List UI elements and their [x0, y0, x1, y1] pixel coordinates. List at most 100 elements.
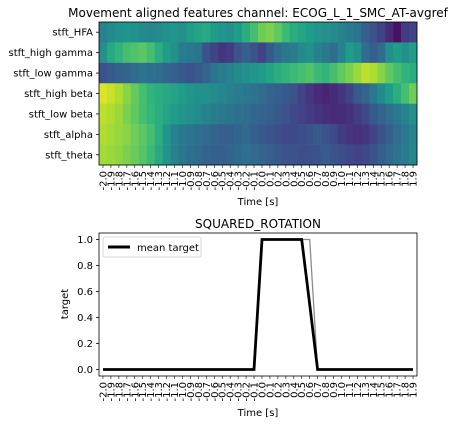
heatmap-cell: [345, 62, 354, 84]
heatmap-cell: [337, 103, 346, 125]
heatmap-cell: [313, 144, 322, 166]
line-xtick-label: 1.8: [401, 382, 412, 398]
heatmap-cell: [250, 22, 259, 43]
heatmap-cell: [154, 83, 163, 105]
heatmap-cell: [106, 42, 116, 64]
heatmap-xtick-label: 0.8: [321, 171, 332, 187]
heatmap-cell: [250, 144, 259, 166]
line-xtick-label: 0.0: [257, 382, 268, 398]
heatmap-cell: [273, 124, 283, 145]
heatmap-cell: [289, 62, 299, 84]
heatmap-cell: [226, 62, 235, 84]
heatmap-cell: [393, 124, 402, 145]
heatmap-cell: [226, 83, 235, 105]
heatmap-cell: [273, 22, 283, 43]
heatmap-cell: [170, 103, 179, 125]
heatmap-cell: [297, 83, 306, 105]
heatmap-cell: [138, 103, 147, 125]
heatmap-cell: [130, 62, 140, 84]
heatmap-cell: [313, 103, 322, 125]
heatmap-cell: [242, 42, 251, 64]
line-xtick-label: -1.0: [178, 382, 189, 402]
heatmap-cells: [99, 22, 418, 166]
heatmap-cell: [289, 83, 299, 105]
heatmap-cell: [361, 42, 370, 64]
heatmap-cell: [281, 103, 291, 125]
heatmap-y-ticks: stft_HFA stft_high gamma stft_low gamma stf…: [9, 28, 99, 161]
line-xtick-label: -0.6: [210, 382, 221, 402]
heatmap-cell: [385, 124, 394, 145]
heatmap-cell: [242, 103, 251, 125]
heatmap-xtick-label: -0.1: [250, 171, 261, 191]
heatmap-xtick-label: 0.7: [313, 171, 324, 187]
heatmap-xtick-label: -0.6: [210, 171, 221, 191]
heatmap-cell: [265, 124, 275, 145]
heatmap-cell: [99, 22, 108, 43]
heatmap-cell: [114, 83, 124, 105]
heatmap-cell: [154, 22, 163, 43]
heatmap-cell: [210, 42, 219, 64]
heatmap-cell: [162, 42, 171, 64]
heatmap-cell: [393, 62, 402, 84]
heatmap-cell: [106, 83, 116, 105]
heatmap-cell: [353, 22, 362, 43]
heatmap-cell: [106, 124, 116, 145]
heatmap-x-ticks: -2.0-1.9-1.8-1.7-1.6-1.5-1.4-1.3-1.2-1.1…: [98, 165, 420, 191]
line-xtick-label: -2.0: [98, 382, 109, 402]
heatmap-xtick-label: -1.0: [178, 171, 189, 191]
heatmap-cell: [146, 124, 155, 145]
heatmap-cell: [99, 124, 108, 145]
line-xtick-label: -0.9: [186, 382, 197, 402]
heatmap-cell: [377, 62, 386, 84]
heatmap-cell: [313, 124, 322, 145]
heatmap-cell: [289, 144, 299, 166]
heatmap-cell: [353, 103, 362, 125]
heatmap-cell: [250, 42, 259, 64]
line-xtick-label: -1.6: [130, 382, 141, 402]
heatmap-cell: [401, 124, 410, 145]
heatmap-xtick-label: -0.9: [186, 171, 197, 191]
heatmap-cell: [146, 62, 155, 84]
heatmap-cell: [369, 62, 378, 84]
heatmap-cell: [258, 103, 267, 125]
heatmap-cell: [162, 83, 171, 105]
heatmap-cell: [401, 62, 410, 84]
heatmap-cell: [321, 62, 330, 84]
heatmap-cell: [369, 83, 378, 105]
heatmap-cell: [329, 124, 338, 145]
heatmap-cell: [242, 144, 251, 166]
heatmap-cell: [130, 42, 140, 64]
line-series-group: [103, 238, 413, 371]
line-ytick-label: 0.4: [77, 313, 93, 324]
heatmap-cell: [321, 42, 330, 64]
heatmap-xtick-label: -0.8: [194, 171, 205, 191]
heatmap-cell: [242, 124, 251, 145]
heatmap-cell: [273, 103, 283, 125]
line-xtick-label: 1.5: [377, 382, 388, 398]
heatmap-xlabel: Time [s]: [237, 197, 279, 208]
heatmap-xtick-label: 0.1: [265, 171, 276, 187]
heatmap-cell: [297, 103, 306, 125]
heatmap-cell: [321, 22, 330, 43]
heatmap-cell: [385, 22, 394, 43]
line-y-ticks: 0.0 0.2 0.4 0.6 0.8 1.0: [77, 235, 99, 376]
line-xtick-label: -1.3: [154, 382, 165, 402]
heatmap-cell: [122, 124, 132, 145]
line-xtick-label: -0.5: [218, 382, 229, 402]
line-xtick-label: 0.8: [321, 382, 332, 398]
heatmap-cell: [337, 62, 346, 84]
heatmap-cell: [210, 62, 219, 84]
line-xtick-label: 0.9: [329, 382, 340, 398]
heatmap-cell: [99, 83, 108, 105]
line-title: SQUARED_ROTATION: [195, 217, 321, 231]
line-ytick-label: 0.8: [77, 261, 93, 272]
heatmap-cell: [337, 22, 346, 43]
heatmap-cell: [226, 22, 235, 43]
heatmap-cell: [409, 83, 418, 105]
heatmap-xtick-label: -1.1: [170, 171, 181, 191]
heatmap-cell: [202, 144, 211, 166]
heatmap-cell: [114, 124, 124, 145]
heatmap-cell: [194, 22, 203, 43]
heatmap-cell: [345, 103, 354, 125]
